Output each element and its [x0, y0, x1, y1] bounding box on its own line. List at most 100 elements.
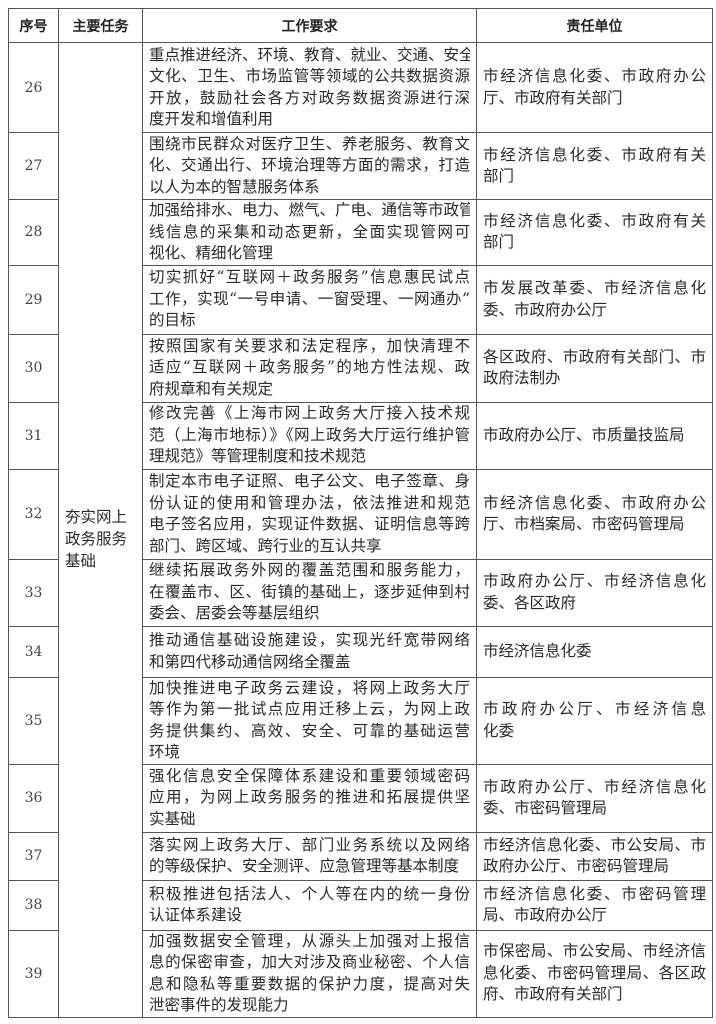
table-row: 32 制定本市电子证照、电子公文、电子签章、身 份认证的使用和管理办法，依法推进和规…: [8, 468, 713, 560]
text-line: 适应“互联网＋政务服务”的地方性法规、政: [149, 358, 470, 377]
main-task-cell: 夯实网上 政务服务 基础: [58, 42, 143, 1018]
task-table: 序号 主要任务 工作要求 责任单位 26 夯实网上 政务服务 基础 重点推进经济、环境、…: [8, 8, 713, 1018]
text-line: 委会、居委会等基层组织: [149, 604, 320, 623]
table-row: 34 推动通信基础设施建设，实现光纤宽带网络 和第四代移动通信网络全覆盖 市经济信息化…: [8, 625, 713, 678]
text-line: 市保密局、市公安局、市经济信: [483, 942, 706, 961]
text-line: 积极推进包括法人、个人等在内的统一身份: [149, 884, 470, 903]
text-line: 市政府办公厅、市经济信息: [483, 700, 706, 718]
header-unit: 责任单位: [476, 8, 713, 43]
requirement-cell: 按照国家有关要求和法定程序，加快清理不 适应“互联网＋政务服务”的地方性法规、政府…: [142, 333, 477, 403]
text-line: 政府办公厅、市密码管理局: [483, 857, 670, 875]
row-number: 33: [8, 558, 59, 627]
text-line: 修改完善《上海市网上政务大厅接入技术规: [149, 404, 470, 423]
text-line: 落实网上政务大厅、部门业务系统以及网络: [149, 835, 470, 854]
text-line: 市发展改革委、市经济信息化: [483, 279, 706, 297]
requirement-cell: 加快推进电子政务云建设，将网上政务大厅 等作为第一批试点应用迁移上云，为网上政 务提…: [142, 676, 477, 765]
row-number: 32: [8, 468, 59, 560]
row-number: 31: [8, 401, 59, 470]
table-row: 29 切实抓好“互联网＋政务服务”信息惠民试点 工作，实现“一号申请、一窗受理、一网…: [8, 264, 713, 335]
text-line: 的等级保护、安全测评、应急管理等基本制度: [149, 857, 460, 875]
text-line: 制定本市电子证照、电子公文、电子签章、身: [149, 472, 470, 490]
text-line: 围绕市民群众对医疗卫生、养老服务、教育文: [149, 134, 470, 153]
task-line: 基础: [65, 551, 97, 570]
requirement-cell: 制定本市电子证照、电子公文、电子签章、身 份认证的使用和管理办法，依法推进和规范电…: [142, 468, 477, 560]
row-number: 29: [8, 264, 59, 335]
requirement-cell: 强化信息安全保障体系建设和重要领域密码 应用，为网上政务服务的推进和拓展提供坚 实基…: [142, 763, 477, 833]
text-line: 府规章和有关规定: [149, 379, 274, 398]
responsible-unit-cell: 市经济信息化委、市公安局、市 政府办公厅、市密码管理局: [476, 831, 713, 881]
text-line: 部门: [483, 167, 515, 185]
text-line: 市经济信息化委: [483, 641, 592, 660]
responsible-unit-cell: 市保密局、市公安局、市经济信 息化委、市密码管理局、各区政 府、市政府有关部门: [476, 929, 713, 1018]
task-line: 政务服务: [65, 529, 128, 548]
requirement-cell: 切实抓好“互联网＋政务服务”信息惠民试点 工作，实现“一号申请、一窗受理、一网通办…: [142, 264, 477, 335]
text-line: 继续拓展政务外网的覆盖范围和服务能力，: [149, 561, 470, 580]
text-line: 局、市政府办公厅: [483, 906, 608, 924]
text-line: 化委: [483, 721, 515, 740]
requirement-cell: 落实网上政务大厅、部门业务系统以及网络 的等级保护、安全测评、应急管理等基本制度: [142, 831, 477, 881]
responsible-unit-cell: 市经济信息化委、市密码管理 局、市政府办公厅: [476, 879, 713, 931]
table-row: 33 继续拓展政务外网的覆盖范围和服务能力， 在覆盖市、区、街镇的基础上，逐步延伸到…: [8, 558, 713, 627]
row-number: 35: [8, 676, 59, 765]
row-number: 38: [8, 879, 59, 931]
responsible-unit-cell: 市发展改革委、市经济信息化 委、市政府办公厅: [476, 264, 713, 335]
text-line: 加快推进电子政务云建设，将网上政务大厅: [149, 678, 470, 697]
responsible-unit-cell: 市政府办公厅、市经济信息化 委、各区政府: [476, 558, 713, 627]
text-line: 范（上海市地标）》《网上政务大厅运行维护管: [149, 425, 470, 444]
header-no: 序号: [8, 8, 59, 43]
text-line: 务提供集约、高效、安全、可靠的基础运营: [149, 721, 470, 740]
text-line: 在覆盖市、区、街镇的基础上，逐步延伸到村: [149, 582, 470, 601]
text-line: 市经济信息化委、市政府办公: [483, 493, 706, 512]
requirement-cell: 继续拓展政务外网的覆盖范围和服务能力， 在覆盖市、区、街镇的基础上，逐步延伸到村委…: [142, 558, 477, 627]
table-row: 31 修改完善《上海市网上政务大厅接入技术规 范（上海市地标）》《网上政务大厅运行维…: [8, 401, 713, 470]
requirement-cell: 修改完善《上海市网上政务大厅接入技术规 范（上海市地标）》《网上政务大厅运行维护管…: [142, 401, 477, 470]
text-line: 环境: [149, 743, 181, 761]
responsible-unit-cell: 市经济信息化委、市政府办公 厅、市档案局、市密码管理局: [476, 468, 713, 560]
text-line: 认证体系建设: [149, 906, 243, 924]
text-line: 化、交通出行、环境治理等方面的需求，打造: [149, 156, 470, 175]
text-line: 按照国家有关要求和法定程序，加快清理不: [149, 336, 470, 355]
responsible-unit-cell: 各区政府、市政府有关部门、市 政府法制办: [476, 333, 713, 403]
text-line: 部门、跨区域、跨行业的互认共享: [149, 536, 382, 555]
text-line: 文化、卫生、市场监管等领域的公共数据资源: [149, 67, 470, 85]
text-line: 市政府办公厅、市质量技监局: [483, 425, 685, 444]
text-line: 各区政府、市政府有关部门、市: [483, 347, 706, 366]
text-line: 市经济信息化委、市政府办公: [483, 67, 706, 85]
text-line: 份认证的使用和管理办法，依法推进和规范: [149, 493, 470, 512]
text-line: 厅、市档案局、市密码管理局: [483, 515, 685, 533]
row-number: 39: [8, 929, 59, 1018]
requirement-cell: 重点推进经济、环境、教育、就业、交通、安全、 文化、卫生、市场监管等领域的公共数据…: [142, 42, 477, 133]
text-line: 委、市密码管理局: [483, 799, 608, 817]
row-number: 28: [8, 199, 59, 266]
text-line: 线信息的采集和动态更新，全面实现管网可: [149, 222, 470, 241]
text-line: 的目标: [149, 311, 196, 330]
text-line: 以人为本的智慧服务体系: [149, 177, 320, 196]
row-number: 30: [8, 333, 59, 403]
table-row: 36 强化信息安全保障体系建设和重要领域密码 应用，为网上政务服务的推进和拓展提供坚…: [8, 763, 713, 833]
responsible-unit-cell: 市政府办公厅、市经济信息化 委、市密码管理局: [476, 763, 713, 833]
row-number: 27: [8, 132, 59, 200]
text-line: 加强数据安全管理，从源头上加强对上报信: [149, 931, 470, 950]
row-number: 36: [8, 763, 59, 833]
text-line: 市经济信息化委、市密码管理: [483, 884, 706, 903]
requirement-cell: 积极推进包括法人、个人等在内的统一身份 认证体系建设: [142, 879, 477, 931]
table-row: 39 加强数据安全管理，从源头上加强对上报信 息的保密审查，加大对涉及商业秘密、个人…: [8, 929, 713, 1018]
text-line: 厅、市政府有关部门: [483, 88, 623, 107]
requirement-cell: 推动通信基础设施建设，实现光纤宽带网络 和第四代移动通信网络全覆盖: [142, 625, 477, 678]
text-line: 加强给排水、电力、燃气、广电、通信等市政管: [149, 201, 470, 219]
text-line: 息化委、市密码管理局、各区政: [483, 963, 706, 982]
responsible-unit-cell: 市经济信息化委、市政府办公 厅、市政府有关部门: [476, 42, 713, 133]
text-line: 部门: [483, 233, 515, 252]
text-line: 度开发和增值利用: [149, 110, 274, 128]
table-row: 27 围绕市民群众对医疗卫生、养老服务、教育文 化、交通出行、环境治理等方面的需求，…: [8, 132, 713, 200]
text-line: 市政府办公厅、市经济信息化: [483, 572, 706, 590]
text-line: 息的保密审查，加大对涉及商业秘密、个人信: [149, 953, 470, 971]
responsible-unit-cell: 市经济信息化委、市政府有关 部门: [476, 199, 713, 266]
text-line: 和第四代移动通信网络全覆盖: [149, 652, 351, 671]
text-line: 推动通信基础设施建设，实现光纤宽带网络: [149, 631, 470, 649]
header-requirement: 工作要求: [142, 8, 477, 43]
table-row: 26 夯实网上 政务服务 基础 重点推进经济、环境、教育、就业、交通、安全、 文化、卫生、…: [8, 42, 713, 1018]
table-row: 28 加强给排水、电力、燃气、广电、通信等市政管 线信息的采集和动态更新，全面实现管…: [8, 199, 713, 266]
text-line: 切实抓好“互联网＋政务服务”信息惠民试点: [149, 268, 470, 287]
table-row: 37 落实网上政务大厅、部门业务系统以及网络 的等级保护、安全测评、应急管理等基本制…: [8, 831, 713, 881]
